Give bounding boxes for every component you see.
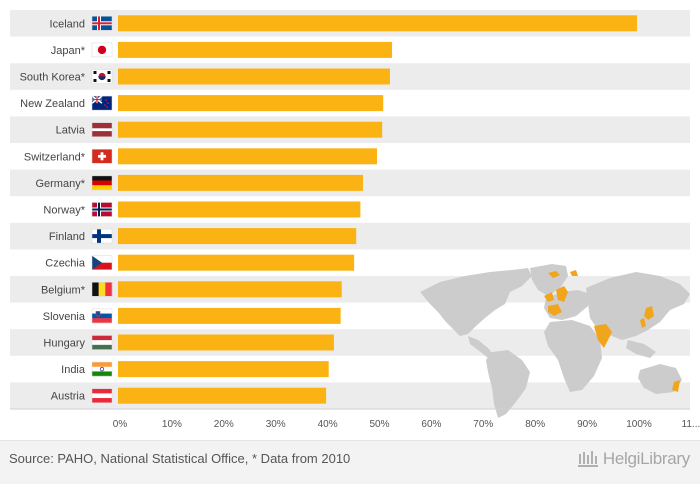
x-tick-label: 40% bbox=[318, 419, 338, 430]
category-label: Iceland bbox=[50, 18, 85, 30]
bar-norway[interactable] bbox=[118, 201, 361, 218]
category-label: Czechia bbox=[45, 258, 86, 270]
slovenia-flag-icon bbox=[91, 308, 113, 324]
x-tick-label: 11... bbox=[682, 419, 700, 430]
bar-chart: Iceland Japan* South Korea* New Zealand Latv… bbox=[10, 10, 700, 430]
category-labels: Iceland Japan* South Korea* New Zealand Latv… bbox=[20, 18, 86, 402]
library-icon bbox=[577, 451, 598, 467]
world-map-icon bbox=[420, 264, 690, 418]
bar-japan[interactable] bbox=[118, 41, 393, 58]
x-tick-label: 60% bbox=[421, 419, 441, 430]
x-tick-labels: 0% 10% 20% 30% 40% 50% 60% 70% 80% 90% 100% 11... bbox=[113, 419, 700, 430]
bar-finland[interactable] bbox=[118, 228, 357, 245]
x-tick-label: 100% bbox=[626, 419, 652, 430]
norway-flag-icon bbox=[91, 202, 113, 217]
brand-name: HelgiLibrary bbox=[602, 449, 690, 468]
japan-flag-icon bbox=[91, 42, 113, 58]
germany-flag-icon bbox=[91, 175, 113, 191]
bar-austria[interactable] bbox=[118, 387, 327, 404]
category-label: South Korea* bbox=[20, 72, 86, 84]
brand-logo[interactable]: HelgiLibrary bbox=[577, 449, 690, 469]
source-note: Source: PAHO, National Statistical Offic… bbox=[9, 451, 351, 466]
hungary-flag-icon bbox=[91, 335, 113, 350]
x-tick-label: 50% bbox=[369, 419, 389, 430]
footer: Source: PAHO, National Statistical Offic… bbox=[0, 440, 700, 484]
bar-switzerland[interactable] bbox=[118, 148, 377, 165]
finland-flag-icon bbox=[91, 228, 113, 244]
category-label: Finland bbox=[49, 231, 85, 243]
austria-flag-icon bbox=[91, 388, 113, 403]
category-label: Switzerland* bbox=[24, 151, 86, 163]
bar-new-zealand[interactable] bbox=[118, 95, 384, 112]
latvia-flag-icon bbox=[91, 122, 113, 137]
category-label: Belgium* bbox=[41, 284, 86, 296]
category-label: Austria bbox=[51, 391, 86, 403]
bar-czechia[interactable] bbox=[118, 254, 355, 271]
new-zealand-flag-icon bbox=[91, 95, 113, 111]
category-label: New Zealand bbox=[20, 98, 85, 110]
x-tick-label: 0% bbox=[113, 419, 128, 430]
category-label: Slovenia bbox=[43, 311, 86, 323]
belgium-flag-icon bbox=[91, 282, 113, 297]
bar-hungary[interactable] bbox=[118, 334, 334, 351]
x-tick-label: 90% bbox=[577, 419, 597, 430]
category-label: Germany* bbox=[35, 178, 85, 190]
category-label: India bbox=[61, 364, 86, 376]
bar-germany[interactable] bbox=[118, 174, 363, 191]
bars bbox=[118, 15, 637, 404]
bar-latvia[interactable] bbox=[118, 121, 383, 138]
category-label: Norway* bbox=[43, 205, 85, 217]
category-label: Hungary bbox=[43, 338, 85, 350]
category-label: Latvia bbox=[56, 125, 86, 137]
switzerland-flag-icon bbox=[91, 149, 113, 164]
x-tick-label: 80% bbox=[525, 419, 545, 430]
x-tick-label: 70% bbox=[473, 419, 493, 430]
bar-south-korea[interactable] bbox=[118, 68, 390, 85]
bar-iceland[interactable] bbox=[118, 15, 637, 32]
category-label: Japan* bbox=[51, 45, 86, 57]
x-tick-label: 10% bbox=[162, 419, 182, 430]
bar-slovenia[interactable] bbox=[118, 307, 341, 324]
flags bbox=[91, 16, 113, 403]
south-korea-flag-icon bbox=[91, 69, 113, 84]
czechia-flag-icon bbox=[91, 255, 113, 270]
x-tick-label: 30% bbox=[266, 419, 286, 430]
iceland-flag-icon bbox=[91, 16, 113, 31]
x-tick-label: 20% bbox=[214, 419, 234, 430]
bar-belgium[interactable] bbox=[118, 281, 342, 298]
india-flag-icon bbox=[91, 361, 113, 377]
bar-india[interactable] bbox=[118, 361, 329, 378]
